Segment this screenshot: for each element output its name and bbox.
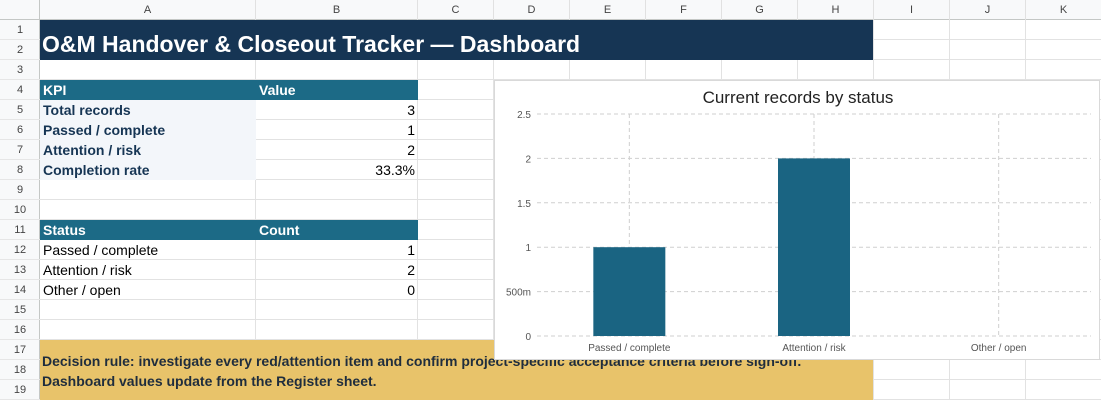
chart-bar-attention-risk[interactable] bbox=[778, 158, 850, 336]
row-header-16[interactable]: 16 bbox=[0, 320, 40, 340]
column-header-e[interactable]: E bbox=[570, 0, 646, 20]
row-header-19[interactable]: 19 bbox=[0, 380, 40, 400]
column-header-a[interactable]: A bbox=[40, 0, 256, 20]
row-header-7[interactable]: 7 bbox=[0, 140, 40, 160]
row-header-5[interactable]: 5 bbox=[0, 100, 40, 120]
grid-hline bbox=[40, 79, 1101, 80]
chart-ytick-label: 0 bbox=[525, 332, 531, 343]
status-count-attention[interactable]: 2 bbox=[407, 262, 415, 278]
row-header-8[interactable]: 8 bbox=[0, 160, 40, 180]
column-header-f[interactable]: F bbox=[646, 0, 722, 20]
chart-bar-passed-complete[interactable] bbox=[593, 247, 666, 336]
status-count-passed[interactable]: 1 bbox=[407, 242, 415, 258]
row-header-17[interactable]: 17 bbox=[0, 340, 40, 360]
select-all-corner[interactable] bbox=[0, 0, 40, 20]
chart-ytick-label: 500m bbox=[506, 288, 531, 299]
chart-ytick-label: 1 bbox=[525, 243, 531, 254]
kpi-value-total-records[interactable]: 3 bbox=[407, 102, 415, 118]
status-label-other[interactable]: Other / open bbox=[43, 282, 121, 298]
row-header-18[interactable]: 18 bbox=[0, 360, 40, 380]
column-header-c[interactable]: C bbox=[418, 0, 494, 20]
status-header-count[interactable]: Count bbox=[256, 220, 418, 240]
status-count-other[interactable]: 0 bbox=[407, 282, 415, 298]
decision-rule-note[interactable]: Decision rule: investigate every red/att… bbox=[40, 340, 873, 400]
chart-xtick-label: Attention / risk bbox=[782, 343, 846, 354]
kpi-label-completion-rate[interactable]: Completion rate bbox=[40, 160, 256, 180]
column-header-bar bbox=[0, 0, 1101, 20]
status-label-attention[interactable]: Attention / risk bbox=[43, 262, 132, 278]
column-header-h[interactable]: H bbox=[798, 0, 874, 20]
chart-ytick-label: 1.5 bbox=[517, 199, 531, 210]
kpi-value-passed[interactable]: 1 bbox=[407, 122, 415, 138]
row-header-1[interactable]: 1 bbox=[0, 20, 40, 40]
chart-ytick-label: 2.5 bbox=[517, 110, 531, 121]
column-header-i[interactable]: I bbox=[874, 0, 950, 20]
grid-vline bbox=[255, 20, 256, 400]
row-header-bar bbox=[0, 20, 40, 400]
status-label-passed[interactable]: Passed / complete bbox=[43, 242, 159, 258]
row-header-13[interactable]: 13 bbox=[0, 260, 40, 280]
chart-xtick-label: Passed / complete bbox=[588, 343, 671, 354]
row-header-3[interactable]: 3 bbox=[0, 60, 40, 80]
row-header-2[interactable]: 2 bbox=[0, 40, 40, 60]
status-bar-chart[interactable]: Current records by status 0 500m 1 1.5 2 2.5 P… bbox=[494, 80, 1100, 360]
dashboard-title: O&M Handover & Closeout Tracker — Dashbo… bbox=[40, 20, 873, 60]
row-header-12[interactable]: 12 bbox=[0, 240, 40, 260]
chart-ytick-label: 2 bbox=[525, 154, 531, 165]
column-header-j[interactable]: J bbox=[950, 0, 1026, 20]
status-header-label[interactable]: Status bbox=[40, 220, 256, 240]
kpi-label-passed[interactable]: Passed / complete bbox=[40, 120, 256, 140]
kpi-value-completion-rate[interactable]: 33.3% bbox=[375, 162, 415, 178]
chart-xtick-label: Other / open bbox=[971, 343, 1027, 354]
column-header-k[interactable]: K bbox=[1026, 0, 1101, 20]
chart-plot: 0 500m 1 1.5 2 2.5 Passed / complete Attention … bbox=[506, 110, 1091, 354]
row-header-15[interactable]: 15 bbox=[0, 300, 40, 320]
kpi-header-label[interactable]: KPI bbox=[40, 80, 256, 100]
column-header-d[interactable]: D bbox=[494, 0, 570, 20]
grid-vline bbox=[417, 20, 418, 400]
row-header-10[interactable]: 10 bbox=[0, 200, 40, 220]
row-header-14[interactable]: 14 bbox=[0, 280, 40, 300]
row-header-9[interactable]: 9 bbox=[0, 180, 40, 200]
column-header-b[interactable]: B bbox=[256, 0, 418, 20]
grid-vline bbox=[493, 20, 494, 400]
kpi-value-attention[interactable]: 2 bbox=[407, 142, 415, 158]
kpi-label-attention[interactable]: Attention / risk bbox=[40, 140, 256, 160]
row-header-6[interactable]: 6 bbox=[0, 120, 40, 140]
chart-title: Current records by status bbox=[702, 88, 894, 107]
kpi-label-total-records[interactable]: Total records bbox=[40, 100, 256, 120]
row-header-4[interactable]: 4 bbox=[0, 80, 40, 100]
kpi-header-value[interactable]: Value bbox=[256, 80, 418, 100]
register-note-line: Dashboard values update from the Registe… bbox=[42, 373, 377, 389]
row-header-11[interactable]: 11 bbox=[0, 220, 40, 240]
column-header-g[interactable]: G bbox=[722, 0, 798, 20]
